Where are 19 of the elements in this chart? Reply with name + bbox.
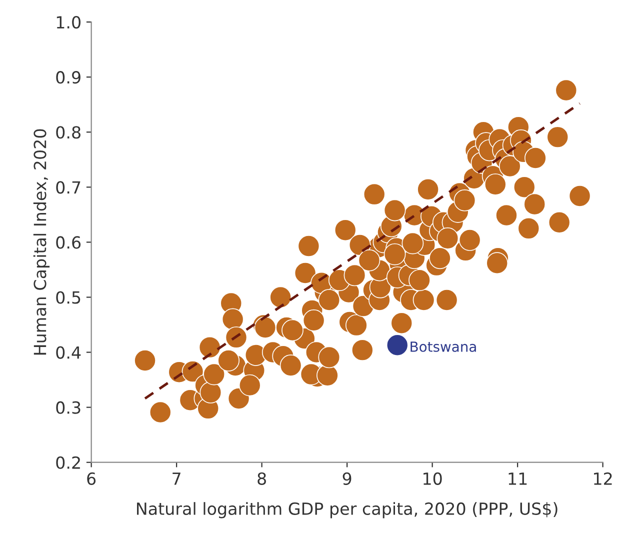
- series-label: Botswana: [410, 342, 476, 352]
- y-tick-label: 0.6: [56, 236, 81, 249]
- y-tick-label: 0.5: [56, 291, 80, 304]
- x-tick-label: 11: [508, 472, 527, 485]
- y-tick-label: 0.7: [56, 181, 80, 194]
- x-tick-label: 7: [172, 472, 180, 485]
- y-tick-label: 0.3: [56, 401, 80, 414]
- y-tick-label: 0.9: [56, 71, 80, 84]
- y-axis-title: Human Capital Index, 2020: [33, 129, 50, 355]
- x-tick-label: 6: [87, 472, 96, 485]
- x-tick-label: 9: [342, 472, 352, 485]
- x-tick-label: 12: [594, 472, 612, 485]
- y-tick-label: 1.0: [56, 16, 80, 29]
- x-tick-label: 8: [258, 472, 266, 485]
- y-tick-label: 0.2: [56, 456, 80, 469]
- x-axis-title: Natural logarithm GDP per capita, 2020 (PPP, US$): [137, 502, 558, 518]
- y-tick-label: 0.8: [56, 126, 80, 139]
- y-tick-label: 0.4: [56, 346, 81, 359]
- x-tick-label: 10: [424, 472, 442, 485]
